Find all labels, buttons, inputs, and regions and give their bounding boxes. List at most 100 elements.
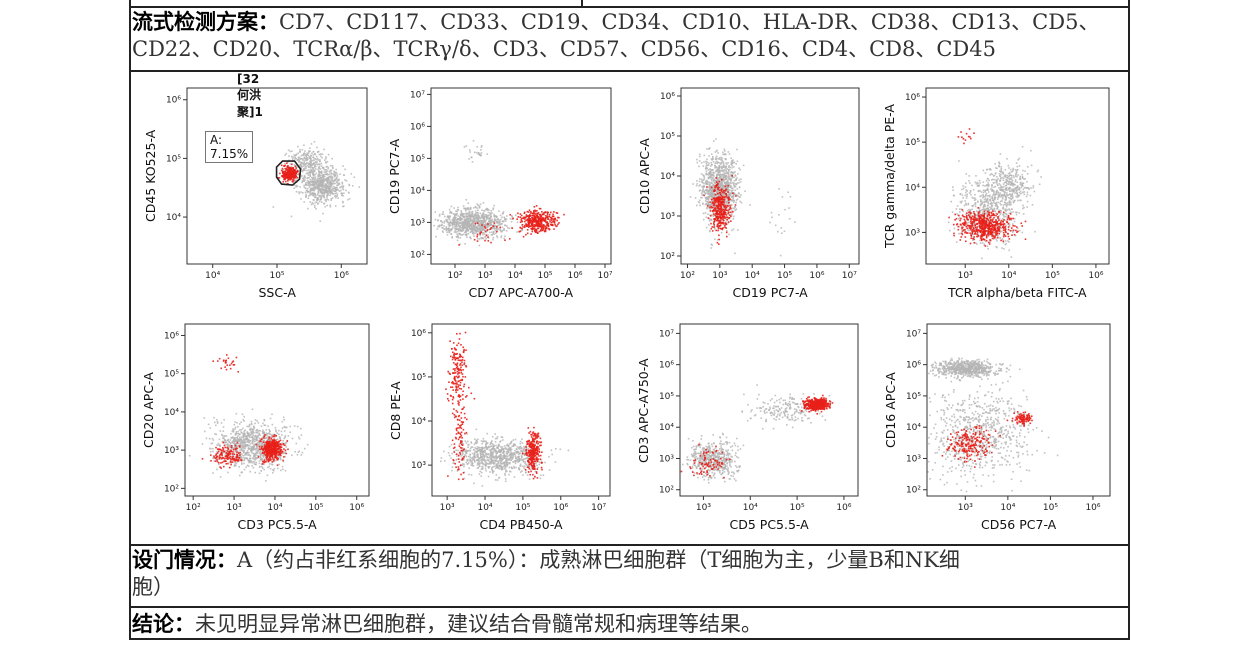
- event-point: [509, 214, 512, 216]
- event-point: [484, 223, 487, 226]
- event-point: [448, 225, 450, 227]
- event-point: [319, 220, 321, 222]
- event-point: [478, 205, 481, 207]
- event-point: [304, 167, 306, 169]
- event-point: [295, 177, 298, 180]
- event-point: [471, 219, 474, 221]
- event-point: [452, 216, 455, 219]
- event-point: [467, 214, 469, 217]
- event-point: [441, 221, 444, 223]
- event-point: [445, 226, 448, 228]
- event-point: [456, 219, 458, 221]
- event-point: [449, 230, 451, 232]
- event-point: [309, 150, 311, 152]
- event-point: [305, 184, 307, 186]
- event-point: [320, 162, 323, 165]
- event-point: [333, 175, 336, 178]
- event-point: [450, 205, 453, 208]
- event-point: [315, 172, 318, 175]
- event-point: [334, 188, 337, 190]
- event-point: [501, 216, 503, 219]
- event-point: [317, 191, 320, 194]
- event-point: [463, 219, 465, 221]
- event-point: [490, 221, 492, 224]
- event-point: [461, 234, 463, 236]
- event-point: [499, 218, 502, 221]
- event-point: [287, 165, 289, 167]
- event-point: [523, 217, 526, 219]
- event-point: [489, 212, 491, 214]
- event-point: [333, 185, 335, 188]
- event-point: [304, 187, 307, 190]
- event-point: [461, 217, 463, 220]
- event-point: [328, 173, 331, 175]
- event-point: [317, 198, 320, 201]
- event-point: [552, 221, 554, 223]
- event-point: [488, 224, 490, 226]
- event-point: [287, 182, 289, 185]
- event-point: [318, 185, 321, 187]
- event-point: [318, 165, 321, 168]
- event-point: [291, 172, 294, 174]
- event-point: [454, 225, 456, 228]
- event-point: [497, 224, 500, 226]
- event-point: [538, 230, 541, 233]
- event-point: [543, 213, 545, 216]
- event-point: [471, 229, 474, 231]
- event-point: [495, 226, 498, 228]
- event-point: [290, 167, 293, 170]
- event-point: [539, 214, 541, 216]
- event-point: [544, 229, 547, 232]
- event-point: [489, 228, 491, 230]
- event-point: [308, 184, 311, 187]
- event-point: [469, 217, 471, 220]
- event-point: [480, 227, 483, 230]
- event-point: [298, 156, 301, 159]
- event-point: [288, 175, 291, 178]
- event-point: [318, 172, 320, 175]
- event-point: [336, 195, 338, 197]
- event-point: [530, 227, 532, 230]
- event-point: [320, 170, 323, 172]
- event-point: [457, 206, 459, 209]
- event-point: [321, 179, 323, 181]
- event-point: [325, 157, 327, 160]
- event-point: [460, 210, 462, 212]
- event-point: [287, 180, 289, 182]
- event-point: [480, 154, 482, 157]
- event-point: [467, 228, 470, 231]
- event-point: [518, 230, 520, 233]
- event-point: [319, 176, 321, 178]
- event-point: [532, 212, 534, 215]
- event-point: [456, 226, 458, 228]
- event-point: [485, 238, 487, 240]
- event-point: [485, 215, 488, 217]
- event-point: [327, 191, 329, 194]
- event-point: [519, 230, 522, 232]
- event-point: [320, 176, 323, 179]
- event-point: [311, 152, 313, 155]
- event-point: [291, 176, 293, 179]
- event-point: [458, 232, 461, 235]
- event-point: [531, 220, 533, 223]
- event-point: [310, 143, 313, 145]
- x-tick-label: 10⁴: [205, 271, 220, 281]
- x-tick-label: 10⁶: [334, 271, 349, 281]
- event-point: [288, 169, 290, 172]
- event-point: [303, 201, 305, 203]
- event-point: [529, 218, 531, 221]
- event-point: [345, 189, 347, 192]
- event-point: [494, 230, 497, 232]
- event-point: [314, 173, 316, 176]
- event-point: [313, 179, 315, 181]
- event-point: [332, 180, 335, 182]
- event-point: [455, 213, 457, 215]
- event-point: [294, 165, 297, 168]
- event-point: [474, 232, 477, 234]
- event-point: [303, 184, 305, 187]
- event-point: [316, 151, 319, 153]
- event-point: [551, 215, 554, 217]
- event-point: [333, 182, 335, 185]
- event-point: [546, 212, 549, 215]
- event-point: [493, 221, 496, 223]
